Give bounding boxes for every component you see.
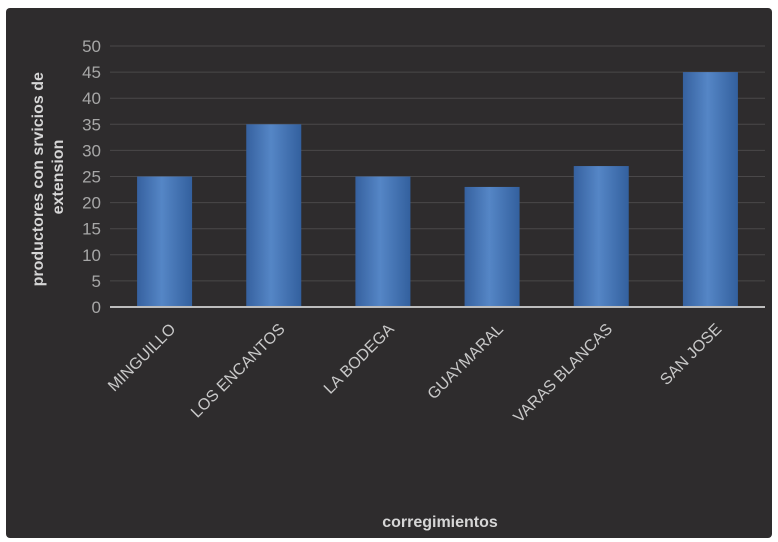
y-axis-title: productores con srvicios de extension: [30, 68, 67, 287]
bars: [137, 72, 738, 307]
gridlines: [110, 45, 765, 282]
bar: [137, 176, 193, 307]
x-axis-title: corregimientos: [382, 514, 498, 531]
y-axis-title-line-2: extension: [50, 140, 67, 215]
bar: [573, 166, 629, 307]
bar: [246, 124, 302, 307]
bar: [682, 72, 738, 307]
y-tick-label: 20: [82, 194, 101, 213]
y-axis-title-line-1: productores con srvicios de: [30, 72, 47, 286]
y-tick-label: 40: [82, 89, 101, 108]
y-tick-label: 45: [82, 63, 101, 82]
y-tick-label: 10: [82, 246, 101, 265]
y-tick-label: 35: [82, 115, 101, 134]
y-tick-label: 0: [92, 298, 101, 317]
y-tick-label: 5: [92, 272, 101, 291]
y-tick-label: 50: [82, 37, 101, 56]
y-tick-label: 25: [82, 168, 101, 187]
y-tick-labels: 0 5 10 15 20 25 30 35 40 45 50: [82, 37, 101, 317]
bar: [464, 186, 520, 307]
bar: [355, 176, 411, 307]
y-tick-label: 15: [82, 220, 101, 239]
y-tick-label: 30: [82, 141, 101, 160]
